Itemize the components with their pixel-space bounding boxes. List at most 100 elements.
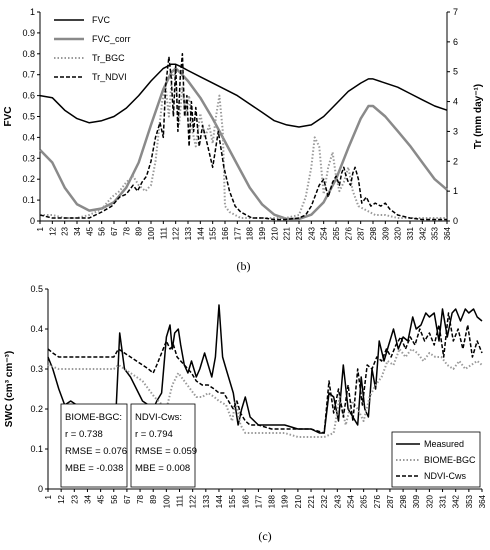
x-tick-label: 89 bbox=[135, 226, 144, 235]
x-tick-label: 353 bbox=[465, 494, 474, 508]
x-tick-label: 210 bbox=[270, 226, 279, 240]
x-tick-label: 232 bbox=[295, 226, 304, 240]
x-tick-label: 188 bbox=[268, 494, 277, 508]
x-tick-label: 67 bbox=[110, 226, 119, 235]
x-tick-label: 34 bbox=[83, 494, 92, 503]
x-tick-label: 100 bbox=[162, 494, 171, 508]
y2-tick-label: 5 bbox=[453, 67, 458, 77]
x-tick-label: 122 bbox=[172, 226, 181, 240]
series-line-biome-bgc bbox=[47, 348, 483, 438]
x-tick-label: 210 bbox=[294, 494, 303, 508]
legend-label: BIOME-BGC bbox=[424, 455, 476, 465]
y-axis-label: SWC (cm³ cm⁻³) bbox=[4, 351, 15, 427]
series-line-tr-ndvi bbox=[39, 53, 447, 221]
legend-label: FVC bbox=[92, 15, 111, 25]
x-tick-label: 78 bbox=[122, 226, 131, 235]
x-tick-label: 89 bbox=[149, 494, 158, 503]
y-tick-label: 0.6 bbox=[22, 91, 35, 101]
x-tick-label: 298 bbox=[399, 494, 408, 508]
x-tick-label: 287 bbox=[357, 226, 366, 240]
x-tick-label: 221 bbox=[307, 494, 316, 508]
x-tick-label: 353 bbox=[431, 226, 440, 240]
y-tick-label: 0.2 bbox=[22, 174, 35, 184]
series-line-fvc bbox=[39, 63, 448, 128]
y2-tick-label: 7 bbox=[453, 7, 458, 17]
x-tick-label: 144 bbox=[215, 494, 224, 508]
x-tick-label: 254 bbox=[346, 494, 355, 508]
x-tick-label: 166 bbox=[221, 226, 230, 240]
x-tick-label: 221 bbox=[283, 226, 292, 240]
y2-tick-label: 6 bbox=[453, 37, 458, 47]
y-tick-label: 0.4 bbox=[30, 324, 43, 334]
y-tick-label: 0.1 bbox=[22, 195, 35, 205]
chart-caption: (b) bbox=[237, 259, 251, 273]
x-tick-label: 12 bbox=[57, 494, 66, 503]
x-tick-label: 67 bbox=[123, 494, 132, 503]
x-tick-label: 243 bbox=[307, 226, 316, 240]
x-tick-label: 1 bbox=[44, 494, 53, 499]
x-tick-label: 133 bbox=[202, 494, 211, 508]
x-tick-label: 188 bbox=[246, 226, 255, 240]
series-line-measured bbox=[47, 304, 483, 434]
stats-r: r = 0.794 bbox=[135, 429, 173, 440]
x-tick-label: 23 bbox=[70, 494, 79, 503]
y2-tick-label: 0 bbox=[453, 216, 458, 226]
x-tick-label: 56 bbox=[110, 494, 119, 503]
stats-box bbox=[130, 403, 196, 488]
legend-label: NDVI-Cws bbox=[424, 471, 466, 481]
x-tick-label: 364 bbox=[443, 226, 452, 240]
x-tick-label: 56 bbox=[98, 226, 107, 235]
chart-caption: (c) bbox=[258, 529, 271, 543]
x-tick-label: 342 bbox=[418, 226, 427, 240]
y-tick-label: 0.7 bbox=[22, 70, 35, 80]
y-tick-label: 0 bbox=[30, 216, 35, 226]
series-line-fvc-corr bbox=[39, 67, 448, 221]
y-tick-label: 0.9 bbox=[22, 28, 35, 38]
legend-label: Measured bbox=[424, 439, 464, 449]
x-tick-label: 287 bbox=[386, 494, 395, 508]
x-tick-label: 342 bbox=[452, 494, 461, 508]
x-tick-label: 12 bbox=[48, 226, 57, 235]
y-tick-label: 1 bbox=[30, 7, 35, 17]
y-tick-label: 0.5 bbox=[22, 112, 35, 122]
x-tick-label: 320 bbox=[394, 226, 403, 240]
y2-tick-label: 3 bbox=[453, 126, 458, 136]
x-tick-label: 1 bbox=[36, 226, 45, 231]
x-tick-label: 122 bbox=[189, 494, 198, 508]
stats-rmse: RMSE = 0.059 bbox=[135, 446, 197, 457]
x-tick-label: 166 bbox=[241, 494, 250, 508]
legend-label: Tr_BGC bbox=[92, 53, 125, 63]
x-tick-label: 276 bbox=[373, 494, 382, 508]
x-tick-label: 78 bbox=[136, 494, 145, 503]
stats-box bbox=[60, 403, 128, 488]
x-tick-label: 155 bbox=[209, 226, 218, 240]
x-tick-label: 331 bbox=[439, 494, 448, 508]
x-tick-label: 276 bbox=[344, 226, 353, 240]
x-tick-label: 177 bbox=[254, 494, 263, 508]
x-tick-label: 111 bbox=[176, 494, 185, 507]
x-tick-label: 265 bbox=[332, 226, 341, 240]
legend-label: FVC_corr bbox=[92, 34, 131, 44]
y-axis-label: FVC bbox=[3, 107, 14, 127]
x-tick-label: 232 bbox=[320, 494, 329, 508]
stats-mbe: MBE = 0.008 bbox=[135, 463, 190, 474]
x-tick-label: 254 bbox=[320, 226, 329, 240]
x-tick-label: 34 bbox=[73, 226, 82, 235]
x-tick-label: 331 bbox=[406, 226, 415, 240]
y-tick-label: 0 bbox=[38, 484, 43, 494]
y2-tick-label: 2 bbox=[453, 156, 458, 166]
x-tick-label: 298 bbox=[369, 226, 378, 240]
x-tick-label: 45 bbox=[97, 494, 106, 503]
y2-tick-label: 1 bbox=[453, 186, 458, 196]
x-tick-label: 320 bbox=[425, 494, 434, 508]
x-tick-label: 243 bbox=[333, 494, 342, 508]
stats-rmse: RMSE = 0.076 bbox=[65, 446, 127, 457]
x-tick-label: 309 bbox=[412, 494, 421, 508]
x-tick-label: 155 bbox=[228, 494, 237, 508]
x-tick-label: 364 bbox=[478, 494, 487, 508]
x-tick-label: 199 bbox=[281, 494, 290, 508]
y2-axis-label: Tr (mm day⁻¹) bbox=[473, 84, 484, 149]
stats-title: BIOME-BGC: bbox=[65, 412, 122, 423]
